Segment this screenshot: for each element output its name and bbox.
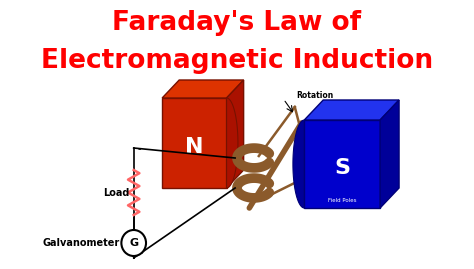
Polygon shape bbox=[227, 98, 238, 188]
Polygon shape bbox=[380, 100, 399, 208]
Text: N: N bbox=[185, 137, 204, 157]
Text: Rotation: Rotation bbox=[297, 91, 334, 100]
Text: +: + bbox=[137, 246, 146, 256]
Text: Galvanometer: Galvanometer bbox=[42, 238, 119, 248]
Text: S: S bbox=[334, 158, 350, 178]
Polygon shape bbox=[304, 120, 380, 208]
Polygon shape bbox=[293, 120, 304, 208]
Text: Field Poles: Field Poles bbox=[328, 197, 356, 203]
Text: G: G bbox=[129, 238, 138, 248]
Polygon shape bbox=[227, 80, 244, 188]
Polygon shape bbox=[162, 98, 227, 188]
Text: Electromagnetic Induction: Electromagnetic Induction bbox=[41, 48, 433, 74]
Text: Faraday's Law of: Faraday's Law of bbox=[112, 10, 362, 36]
Text: -: - bbox=[137, 144, 141, 154]
Text: Load: Load bbox=[103, 187, 130, 197]
Polygon shape bbox=[162, 80, 244, 98]
Polygon shape bbox=[304, 100, 399, 120]
Circle shape bbox=[121, 230, 146, 256]
